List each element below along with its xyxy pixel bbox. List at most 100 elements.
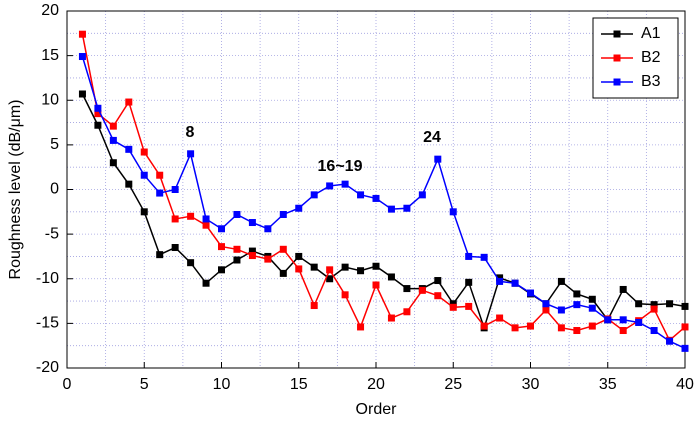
x-tick-label: 35 — [599, 376, 617, 393]
point — [295, 265, 303, 273]
point — [480, 322, 488, 330]
x-tick-label: 40 — [676, 376, 694, 393]
x-tick-label: 30 — [522, 376, 540, 393]
point — [619, 316, 627, 324]
series-line — [81, 56, 686, 350]
point — [449, 303, 457, 311]
point — [341, 263, 349, 271]
x-tick-label: 15 — [290, 376, 308, 393]
point — [557, 324, 565, 332]
legend-marker — [613, 54, 621, 62]
point — [140, 148, 148, 156]
y-tick-label: 15 — [41, 47, 59, 64]
point — [666, 300, 674, 308]
point — [140, 171, 148, 179]
x-tick-label: 25 — [444, 376, 462, 393]
point — [465, 278, 473, 286]
point — [588, 322, 596, 330]
point — [202, 221, 210, 229]
point — [109, 136, 117, 144]
legend-marker — [613, 30, 621, 38]
point — [233, 210, 241, 218]
point — [635, 318, 643, 326]
point — [156, 189, 164, 197]
point — [418, 191, 426, 199]
point — [248, 252, 256, 260]
point — [171, 215, 179, 223]
point — [557, 306, 565, 314]
x-tick-label: 20 — [367, 376, 385, 393]
y-tick-label: -15 — [36, 315, 59, 332]
point — [496, 314, 504, 322]
point — [387, 273, 395, 281]
point — [218, 266, 225, 274]
y-tick-label: 20 — [41, 2, 59, 19]
annotation: 8 — [186, 124, 195, 141]
point — [310, 302, 318, 310]
point — [156, 251, 164, 259]
point — [295, 204, 303, 212]
point — [156, 171, 164, 179]
point — [218, 243, 225, 251]
point — [449, 208, 457, 216]
point — [171, 244, 179, 252]
point — [619, 285, 627, 293]
point — [279, 210, 287, 218]
point — [372, 262, 380, 270]
annotation: 24 — [423, 129, 441, 146]
point — [202, 279, 210, 287]
point — [681, 302, 689, 310]
point — [78, 30, 86, 38]
point — [480, 253, 488, 261]
point — [109, 122, 117, 130]
point — [341, 291, 349, 299]
legend-marker — [613, 78, 621, 86]
point — [233, 256, 241, 264]
point — [279, 269, 287, 277]
point — [125, 145, 133, 153]
point — [635, 300, 643, 308]
point — [650, 327, 658, 335]
point — [527, 289, 534, 297]
legend-label: A1 — [641, 25, 661, 42]
point — [387, 205, 395, 213]
point — [681, 323, 689, 331]
point — [94, 121, 102, 129]
point — [310, 263, 318, 271]
point — [557, 277, 565, 285]
point — [125, 180, 133, 188]
point — [588, 304, 596, 312]
point — [542, 300, 550, 308]
point — [310, 191, 318, 199]
point — [326, 275, 334, 283]
point — [542, 306, 550, 314]
point — [573, 301, 581, 309]
point — [202, 215, 210, 223]
point — [187, 150, 195, 158]
point — [78, 90, 86, 98]
point — [233, 245, 241, 253]
point — [434, 277, 442, 285]
point — [418, 286, 426, 294]
point — [434, 292, 442, 300]
point — [465, 302, 473, 310]
point — [588, 295, 596, 303]
point — [94, 104, 102, 112]
point — [496, 274, 504, 282]
point — [357, 267, 365, 275]
point — [264, 225, 272, 233]
legend-label: B2 — [641, 49, 661, 66]
y-tick-label: 0 — [50, 181, 59, 198]
point — [187, 212, 195, 220]
point — [341, 180, 349, 188]
x-axis-label: Order — [356, 401, 398, 418]
point — [650, 305, 658, 313]
point — [248, 219, 256, 227]
point — [94, 110, 102, 118]
point — [218, 225, 225, 233]
point — [511, 324, 519, 332]
point — [140, 208, 148, 216]
point — [357, 191, 365, 199]
point — [326, 182, 334, 190]
y-tick-label: 5 — [50, 136, 59, 153]
